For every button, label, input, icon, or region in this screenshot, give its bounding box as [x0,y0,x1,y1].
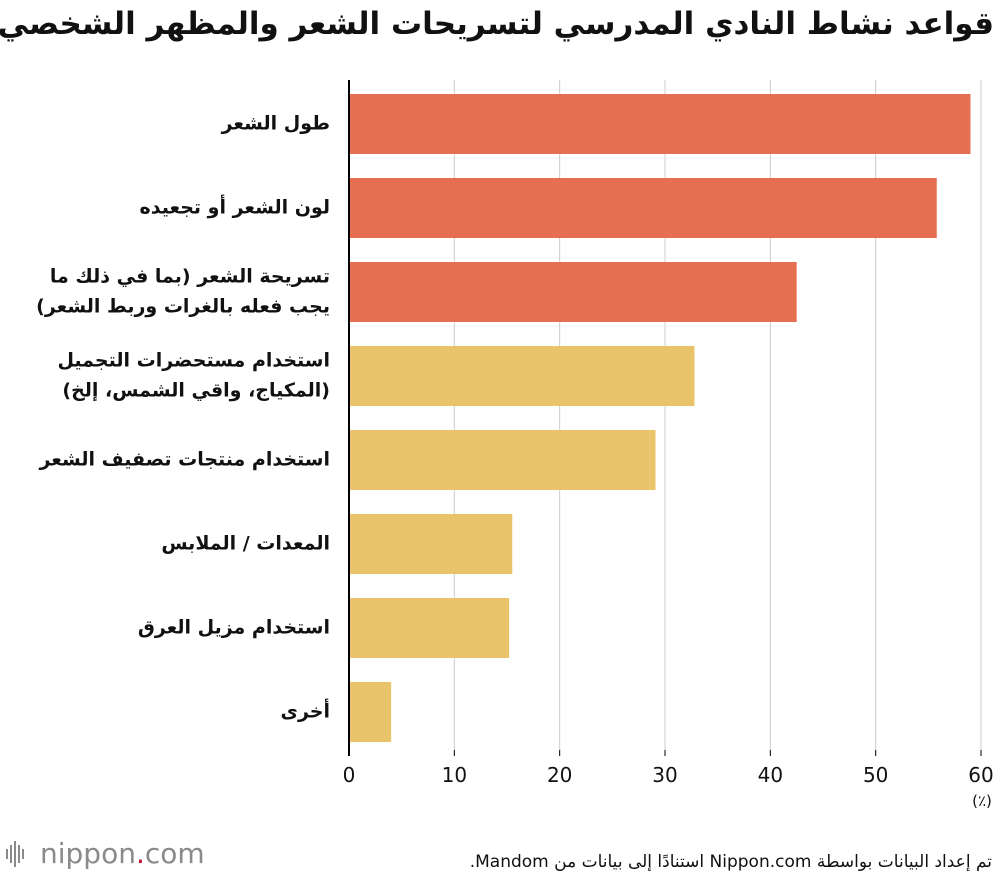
source-note: تم إعداد البيانات بواسطة Nippon.com استن… [469,852,992,872]
x-tick-label: 20 [547,763,572,787]
bar [349,94,971,154]
x-tick-label: 30 [652,763,677,787]
x-tick-label: 50 [863,763,888,787]
category-label: استخدام مزيل العرق [138,617,330,639]
bar [349,430,656,490]
category-label: استخدام منتجات تصفيف الشعر [38,449,330,471]
category-label: أخرى [281,699,330,723]
category-label: تسريحة الشعر (بما في ذلك ما [50,266,330,288]
category-label: المعدات / الملابس [161,533,330,555]
bar [349,346,695,406]
bar [349,262,797,322]
logo-dot: . [135,837,145,870]
category-label: (المكياج، واقي الشمس، إلخ) [62,380,330,402]
x-tick-label: 10 [442,763,467,787]
unit-label: (٪) [972,792,992,810]
bar [349,682,392,742]
logo-bars-icon [6,840,24,867]
bar [349,514,513,574]
category-label: طول الشعر [221,113,330,135]
x-tick-label: 40 [758,763,783,787]
category-label: استخدام مستحضرات التجميل [57,350,330,372]
nippon-logo: nippon. com [6,837,205,870]
chart-title: قواعد نشاط النادي المدرسي لتسريحات الشعر… [0,6,994,42]
x-tick-label: 60 [968,763,993,787]
bar [349,598,510,658]
logo-name: nippon [40,837,136,870]
category-label: لون الشعر أو تجعيده [140,195,330,219]
x-tick-label: 0 [343,763,356,787]
category-label: يجب فعله بالغرات وربط الشعر) [36,296,330,318]
logo-suffix: com [144,837,205,870]
bar [349,178,937,238]
